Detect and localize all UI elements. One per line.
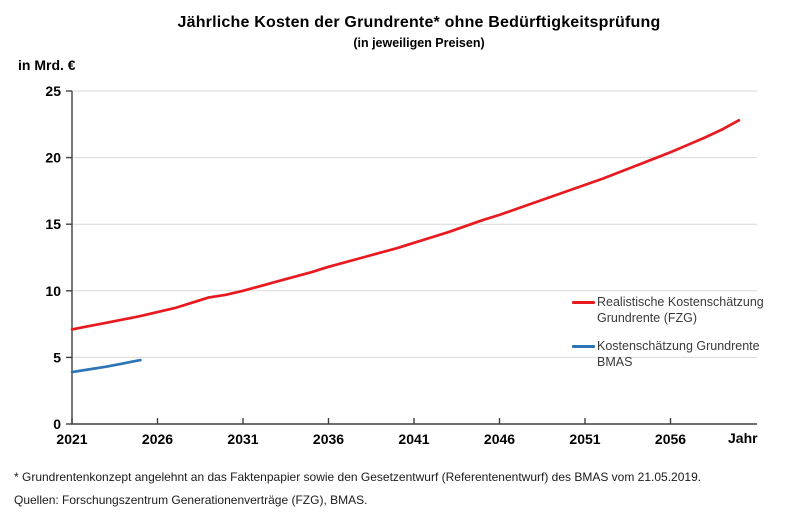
series-line-bmas [70,358,142,374]
legend-line-swatch-blue [572,345,595,348]
x-tick-label: 2021 [56,431,87,447]
chart-title: Jährliche Kosten der Grundrente* ohne Be… [177,14,661,31]
x-tick-label: 2036 [313,431,344,447]
x-tick-label: 2051 [569,431,600,447]
x-tick-label: 2046 [484,431,515,447]
legend-label-line: Kostenschätzung Grundrente [597,339,760,353]
legend-item-bmas: Kostenschätzung Grundrente BMAS [572,339,798,370]
x-tick-label: 2056 [655,431,686,447]
x-tick-label: 2031 [227,431,258,447]
legend-item-fzg: Realistische Kostenschätzung Grundrente … [572,295,798,326]
legend-label-line: BMAS [597,354,633,369]
y-tick-label: 25 [45,83,61,99]
legend-label-bmas: Kostenschätzung Grundrente BMAS [597,339,760,370]
chart-subtitle: (in jeweiligen Preisen) [353,36,485,50]
legend-line-swatch-red [572,301,595,304]
legend: Realistische Kostenschätzung Grundrente … [572,295,798,383]
series-line-fzg [70,118,741,331]
y-tick-label: 15 [45,216,61,232]
line-chart: 0 5 10 15 20 25 2021 2026 2031 2036 2041 2046 2051 20… [45,83,757,447]
y-tick-label: 5 [53,349,61,365]
x-axis-title: Jahr [728,430,758,446]
footnote-sources: Quellen: Forschungszentrum Generationenv… [14,493,368,507]
y-axis-title: in Mrd. € [18,57,76,73]
x-tick-label: 2041 [398,431,429,447]
legend-label-fzg: Realistische Kostenschätzung Grundrente … [597,295,764,326]
footnotes: * Grundrentenkonzept angelehnt an das Fa… [14,470,790,507]
legend-label-line: Grundrente (FZG) [597,310,698,325]
x-tick-label: 2026 [142,431,173,447]
y-tick-label: 0 [53,416,61,432]
legend-label-line: Realistische Kostenschätzung [597,295,764,309]
y-tick-label: 10 [45,283,61,299]
y-tick-label: 20 [45,150,61,166]
footnote-asterisk: * Grundrentenkonzept angelehnt an das Fa… [14,470,702,484]
